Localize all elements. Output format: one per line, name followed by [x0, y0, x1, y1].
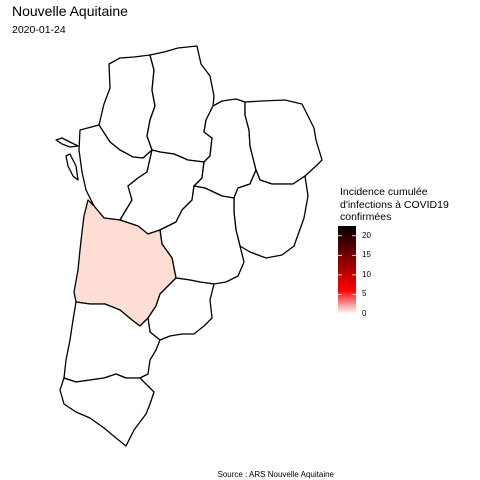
legend-tick-label: 20: [362, 230, 371, 240]
page-title: Nouvelle Aquitaine: [12, 3, 128, 19]
legend-tick-label: 5: [362, 289, 367, 299]
legend-tick-label: 0: [362, 309, 367, 318]
legend-tick-label: 15: [362, 250, 371, 260]
department-lot-et-garonne[interactable]: [147, 277, 215, 341]
source-caption: Source : ARS Nouvelle Aquitaine: [217, 470, 334, 479]
department-pyrenees-atlantiques[interactable]: [59, 373, 155, 447]
page-subtitle: 2020-01-24: [12, 24, 66, 36]
legend-tick-label: 10: [362, 269, 371, 279]
island-re[interactable]: [55, 137, 79, 148]
legend-colorbar: [338, 226, 356, 314]
island-oleron[interactable]: [65, 153, 79, 181]
legend-title: Incidence cumulée d'infections à COVID19…: [340, 186, 449, 223]
department-landes[interactable]: [63, 301, 161, 383]
department-vienne[interactable]: [146, 45, 215, 163]
